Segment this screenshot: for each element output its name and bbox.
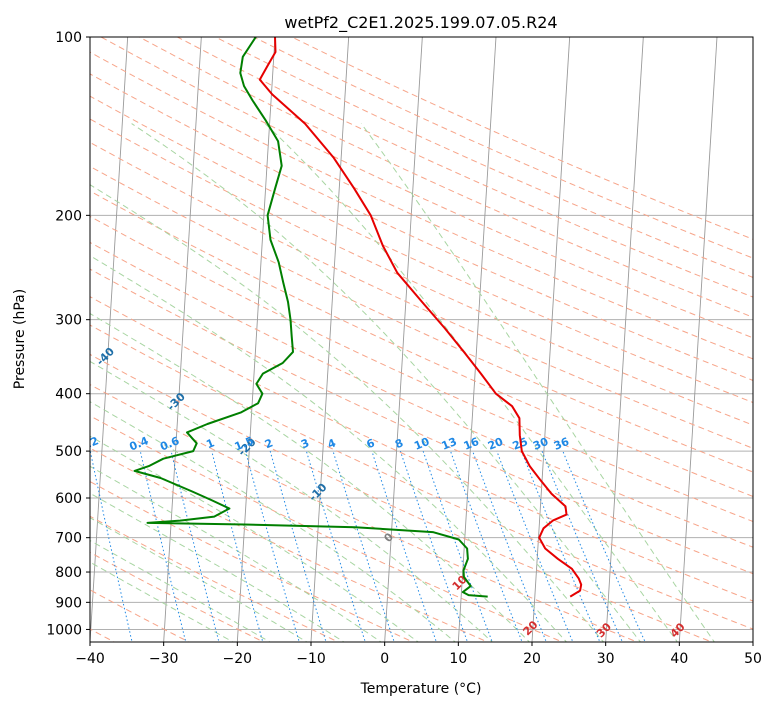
y-tick-label: 100 [55,30,82,46]
isotherm-line [457,37,497,642]
mixing-ratio-line [170,450,220,642]
x-tick-label: 40 [670,651,688,667]
dry-adiabat [90,268,753,575]
x-tick-label: −40 [75,651,105,667]
mixing-ratio-line [305,450,366,642]
dry-adiabat [90,95,753,404]
dry-adiabat [90,296,753,602]
moist-adiabat [90,312,531,642]
mixing-ratio-line [472,450,547,642]
isotherm-line [531,37,571,642]
isotherm-line [384,37,423,642]
dry-adiabat [90,551,265,642]
isotherm-gridlines [90,37,753,642]
dry-adiabat [90,51,753,360]
dry-adiabat [90,481,415,642]
mixing-ratio-line [371,450,437,642]
isotherm-line [678,37,718,642]
mixing-ratio-label: 10 [412,435,431,453]
x-tick-label: −30 [149,651,179,667]
mixing-ratio-label: 3 [299,436,311,451]
mixing-ratio-label: 13 [440,435,459,453]
mixing-ratio-line [139,450,187,642]
x-tick-label: −20 [223,651,253,667]
x-tick-label: 0 [380,651,389,667]
mixing-ratio-line [211,450,264,642]
dry-adiabat [90,190,753,497]
y-axis: 100 200 300 400 500 600 700 800 900 1000 [46,30,90,638]
x-tick-label: 10 [449,651,467,667]
mixing-ratio-line [399,450,469,642]
isotherm-line [90,37,129,642]
dry-adiabat [90,324,753,630]
y-tick-label: 700 [55,531,82,547]
moist-adiabat [90,465,382,642]
dry-adiabat [177,37,753,298]
x-tick-label: 20 [523,651,541,667]
mixing-ratio-label: 1 [204,436,216,451]
x-tick-label: 50 [744,651,762,667]
mixing-ratio-label: 30 [531,435,550,453]
chart-title: wetPf2_C2E1.2025.199.07.05.R24 [284,13,557,33]
mixing-ratio-line [496,450,574,642]
mixing-ratio-lines [90,450,646,642]
x-axis: −40 −30 −20 −10 0 10 20 30 40 50 [75,642,762,667]
x-axis-title: Temperature (°C) [360,681,482,697]
isotherm-line [163,37,202,642]
x-tick-label: −10 [296,651,326,667]
plot-frame [89,36,754,643]
moist-adiabat [264,123,679,642]
y-tick-label: 800 [55,565,82,581]
y-tick-label: 300 [55,313,82,329]
mixing-ratio-line [450,450,523,642]
dry-adiabat [90,415,564,642]
moist-adiabat [90,539,271,642]
y-tick-label: 500 [55,444,82,460]
y-tick-label: 600 [55,491,82,507]
y-axis-title: Pressure (hPa) [12,289,28,389]
mixing-ratio-line [269,450,327,642]
plot-area: -100-90-80-70-60-50-40-30-20-10010203040… [77,37,753,642]
dry-adiabat [100,37,753,339]
mixing-ratio-label: 20 [486,435,505,453]
moist-adiabat-lines [90,123,715,642]
mixing-ratio-label: 8 [393,436,405,451]
dry-adiabat-lines [90,37,753,642]
mixing-ratio-label: 2 [263,436,275,451]
dry-adiabat [90,589,190,642]
moist-adiabat [90,561,234,642]
mixing-ratio-label: 16 [462,435,481,453]
temperature-profile [258,37,583,598]
sounding-profiles [133,37,583,598]
mixing-ratio-line [332,450,395,642]
mixing-ratio-label: 36 [552,435,571,453]
y-tick-label: 900 [55,595,82,611]
moist-adiabat [90,360,494,642]
mixing-ratio-line [90,451,133,642]
y-tick-label: 1000 [46,622,82,638]
moist-adiabat [90,401,456,642]
moist-adiabat [90,184,605,642]
moist-adiabat [90,255,568,642]
dewpoint-profile [133,37,488,598]
y-tick-label: 200 [55,208,82,224]
x-tick-label: 30 [597,651,615,667]
dry-adiabat [90,165,753,473]
dry-adiabat [90,447,489,642]
mixing-ratio-line [244,450,300,642]
dry-adiabat [90,384,639,642]
moist-adiabat [131,123,642,642]
isotherm-line [236,37,276,642]
mixing-ratio-label: 0.2 [77,434,100,453]
mixing-ratio-line [422,450,493,642]
isotherm-line [605,37,644,642]
dry-adiabat [90,353,714,642]
y-tick-label: 400 [55,387,82,403]
dry-adiabat [90,118,753,426]
